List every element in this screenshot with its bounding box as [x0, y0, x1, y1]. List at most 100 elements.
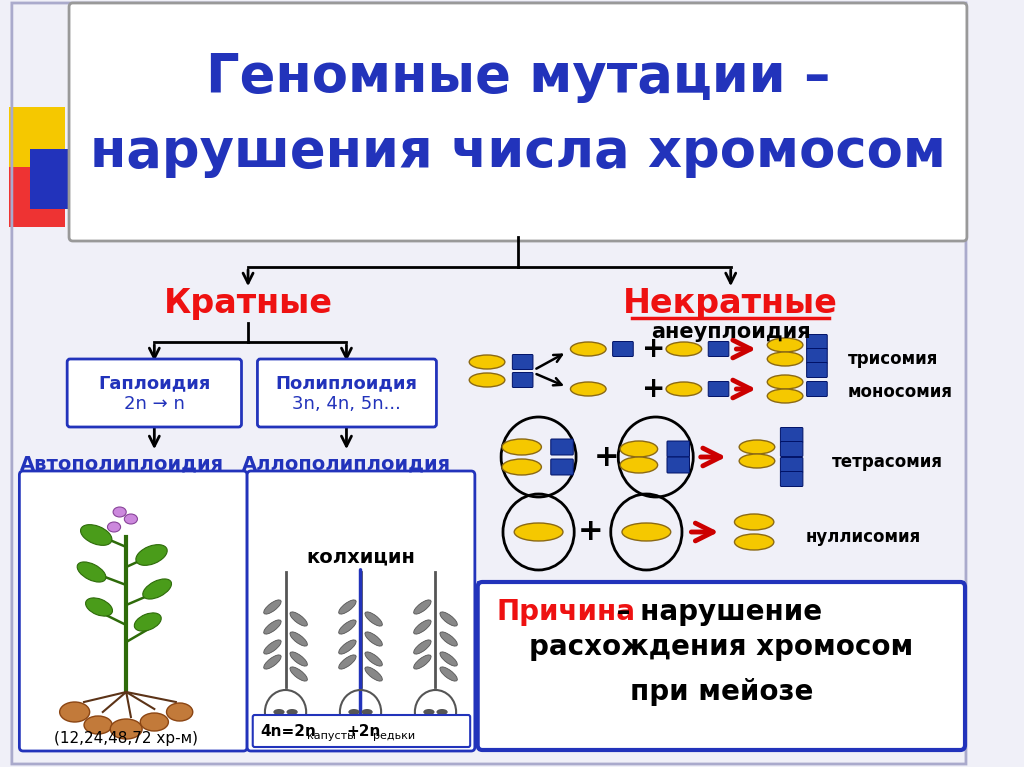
Ellipse shape: [124, 514, 137, 524]
FancyBboxPatch shape: [780, 457, 803, 472]
Ellipse shape: [290, 667, 307, 681]
Ellipse shape: [273, 709, 285, 715]
Ellipse shape: [414, 620, 431, 634]
Text: – нарушение: – нарушение: [607, 598, 822, 626]
FancyBboxPatch shape: [253, 715, 470, 747]
Text: Причина: Причина: [497, 598, 636, 626]
FancyBboxPatch shape: [807, 348, 827, 364]
FancyBboxPatch shape: [247, 471, 475, 751]
Text: колхицин: колхицин: [306, 548, 415, 567]
FancyBboxPatch shape: [667, 457, 689, 473]
Text: Полиплоидия: Полиплоидия: [275, 374, 418, 392]
Ellipse shape: [108, 522, 121, 532]
FancyBboxPatch shape: [257, 359, 436, 427]
Text: +: +: [642, 375, 666, 403]
Ellipse shape: [440, 632, 458, 646]
Text: расхождения хромосом: расхождения хромосом: [529, 633, 913, 661]
FancyBboxPatch shape: [612, 341, 633, 357]
Text: Аллополиплоидия: Аллополиплоидия: [242, 455, 451, 473]
Text: 4n=2n: 4n=2n: [260, 723, 316, 739]
Ellipse shape: [339, 600, 356, 614]
Ellipse shape: [440, 652, 458, 666]
Ellipse shape: [264, 620, 282, 634]
Ellipse shape: [734, 514, 774, 530]
Ellipse shape: [287, 709, 298, 715]
FancyBboxPatch shape: [477, 582, 965, 750]
Ellipse shape: [290, 612, 307, 626]
Ellipse shape: [469, 355, 505, 369]
Ellipse shape: [767, 375, 803, 389]
Ellipse shape: [59, 702, 90, 722]
Ellipse shape: [666, 382, 701, 396]
Ellipse shape: [622, 523, 671, 541]
Ellipse shape: [739, 454, 775, 468]
Text: капусты: капусты: [307, 731, 356, 741]
Text: +2n: +2n: [346, 723, 381, 739]
Ellipse shape: [414, 640, 431, 654]
Ellipse shape: [423, 709, 434, 715]
Ellipse shape: [142, 579, 171, 599]
Ellipse shape: [365, 667, 382, 681]
Ellipse shape: [113, 507, 126, 517]
Ellipse shape: [767, 352, 803, 366]
Ellipse shape: [264, 600, 282, 614]
Ellipse shape: [140, 713, 168, 731]
FancyBboxPatch shape: [780, 472, 803, 486]
Ellipse shape: [136, 545, 167, 565]
Text: +: +: [594, 443, 620, 472]
Ellipse shape: [502, 459, 542, 475]
Ellipse shape: [84, 716, 113, 734]
Text: моносомия: моносомия: [848, 383, 953, 401]
Ellipse shape: [621, 457, 657, 473]
Ellipse shape: [365, 612, 382, 626]
FancyBboxPatch shape: [551, 459, 573, 475]
Bar: [9, 167, 66, 227]
Text: Кратные: Кратные: [164, 288, 333, 321]
Ellipse shape: [767, 389, 803, 403]
Bar: [9, 107, 66, 167]
Ellipse shape: [440, 667, 458, 681]
Bar: [30, 149, 86, 209]
Ellipse shape: [734, 534, 774, 550]
Ellipse shape: [365, 652, 382, 666]
Ellipse shape: [77, 562, 105, 582]
FancyBboxPatch shape: [807, 334, 827, 350]
Text: Некратные: Некратные: [624, 288, 839, 321]
FancyBboxPatch shape: [667, 441, 689, 457]
Ellipse shape: [365, 632, 382, 646]
Text: нарушения числа хромосом: нарушения числа хромосом: [90, 126, 946, 178]
Text: +: +: [578, 518, 603, 547]
Ellipse shape: [570, 382, 606, 396]
Ellipse shape: [86, 598, 113, 616]
Ellipse shape: [436, 709, 447, 715]
FancyBboxPatch shape: [512, 354, 532, 370]
Ellipse shape: [81, 525, 112, 545]
Ellipse shape: [290, 632, 307, 646]
Ellipse shape: [111, 719, 142, 739]
FancyBboxPatch shape: [780, 442, 803, 456]
Text: нуллисомия: нуллисомия: [806, 528, 921, 546]
Ellipse shape: [134, 613, 161, 631]
FancyBboxPatch shape: [807, 363, 827, 377]
Ellipse shape: [339, 655, 356, 669]
Ellipse shape: [469, 373, 505, 387]
Ellipse shape: [361, 709, 373, 715]
Ellipse shape: [570, 342, 606, 356]
Ellipse shape: [339, 640, 356, 654]
Text: 3n, 4n, 5n...: 3n, 4n, 5n...: [292, 395, 401, 413]
Ellipse shape: [666, 342, 701, 356]
FancyBboxPatch shape: [780, 427, 803, 443]
FancyBboxPatch shape: [69, 3, 967, 241]
Text: Геномные мутации –: Геномные мутации –: [206, 51, 830, 103]
Text: Гаплоидия: Гаплоидия: [98, 374, 211, 392]
Ellipse shape: [339, 620, 356, 634]
Ellipse shape: [621, 441, 657, 457]
FancyBboxPatch shape: [551, 439, 573, 455]
Ellipse shape: [264, 640, 282, 654]
Ellipse shape: [414, 655, 431, 669]
Text: при мейозе: при мейозе: [630, 678, 813, 706]
Ellipse shape: [767, 338, 803, 352]
Ellipse shape: [440, 612, 458, 626]
FancyBboxPatch shape: [68, 359, 242, 427]
Text: тетрасомия: тетрасомия: [831, 453, 943, 471]
